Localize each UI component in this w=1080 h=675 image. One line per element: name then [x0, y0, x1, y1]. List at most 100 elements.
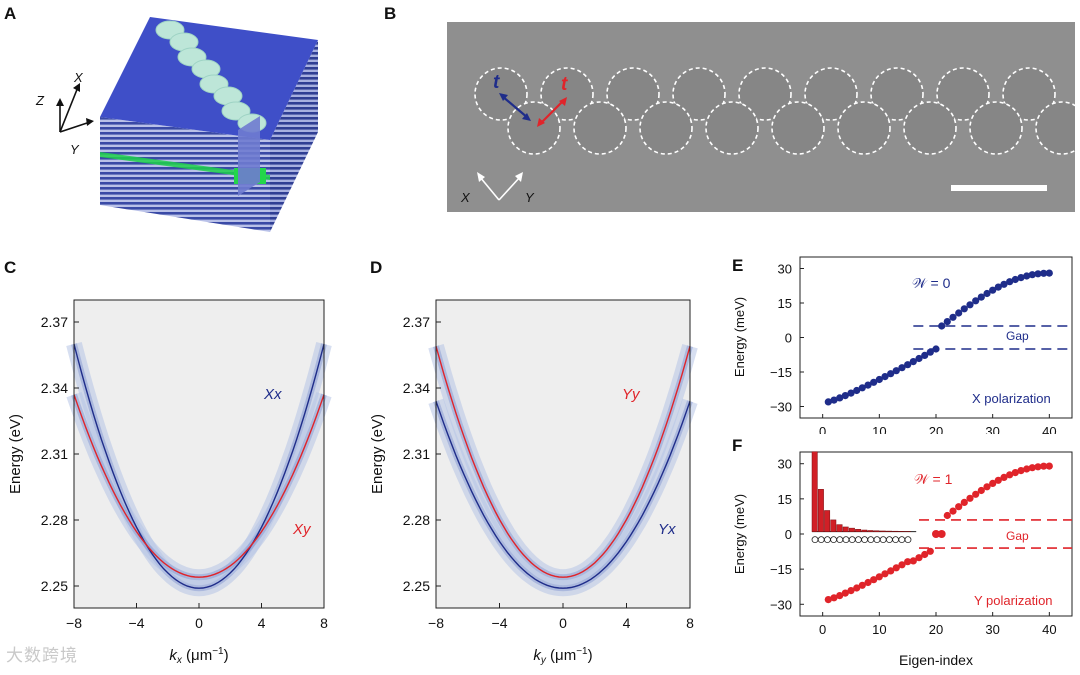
inset-bar [861, 529, 868, 532]
eigen-state-dot [926, 348, 934, 356]
lattice-circles [474, 67, 1075, 155]
fit-curve-yy [435, 346, 691, 578]
x-tick-label: 4 [258, 615, 266, 631]
lattice-site [639, 101, 693, 155]
eigen-state-dot [909, 557, 917, 565]
x-tick-label: 10 [872, 622, 886, 637]
legend-yx: Yx [658, 521, 676, 538]
lattice-site [771, 101, 825, 155]
eigen-state-dot [926, 547, 934, 555]
eigen-state-dot [1017, 467, 1025, 475]
x-tick-label: 20 [929, 424, 943, 434]
axis-x-label: X [73, 70, 84, 85]
y-tick-label: −30 [770, 400, 792, 415]
lattice-site [672, 67, 726, 121]
x-tick-label: 0 [559, 615, 567, 631]
x-tick-label: 20 [929, 622, 943, 637]
active-layer [100, 152, 270, 180]
y-tick-label: 0 [785, 527, 792, 542]
eigen-state-dot [904, 558, 912, 566]
eigen-state-dot [921, 351, 929, 359]
eigen-state-dot [955, 309, 963, 317]
sem-axis-y: Y [525, 190, 535, 205]
y-tick-label: 2.28 [41, 512, 68, 528]
axes-triad [59, 86, 91, 133]
eigen-state-dot [1023, 465, 1031, 473]
fit-curve-yx [435, 400, 691, 589]
x-tick-label: −4 [129, 615, 145, 631]
eigen-state-dot [864, 578, 872, 587]
x-tick-label: −8 [66, 615, 82, 631]
inset-bar [836, 524, 843, 532]
x-tick-label: 8 [686, 615, 694, 631]
eigen-state-dot [824, 596, 832, 604]
lattice-site [969, 101, 1023, 155]
inset-bar [817, 489, 824, 532]
gap-label: Gap [1006, 329, 1029, 343]
hopping-label-red: t [561, 74, 568, 95]
eigen-state-dot [847, 389, 855, 397]
eigen-state-dot [915, 554, 923, 562]
fit-curve-xx [73, 343, 325, 589]
axis-z-label: Z [35, 93, 45, 108]
eigen-state-dot [972, 490, 980, 498]
y-tick-label: 2.28 [403, 512, 430, 528]
x-tick-label: 0 [819, 622, 826, 637]
eigen-state-dot [841, 392, 849, 400]
x-tick-label: 8 [320, 615, 328, 631]
eigen-state-dot [875, 375, 883, 384]
eigen-state-dot [966, 494, 974, 502]
eigen-state-dot [1000, 280, 1008, 288]
lattice-site [936, 67, 990, 121]
polarization-label: X polarization [972, 391, 1051, 406]
x-tick-label: 4 [623, 615, 631, 631]
eigen-state-dot [847, 587, 855, 595]
eigen-state-dot [983, 289, 991, 298]
scale-bar [951, 185, 1047, 191]
y-tick-label: 15 [778, 296, 792, 311]
panel-c-dispersion-x: 2.372.342.312.282.25−8 −4 0 4 8 Energy (eV) … [7, 299, 332, 666]
inset-bar [855, 529, 862, 532]
lattice-site [837, 101, 891, 155]
eigen-state-dot [830, 594, 838, 602]
eigen-state-dot [898, 561, 906, 569]
eigen-state-dot [994, 283, 1002, 291]
winding-label: 𝒲 = 1 [914, 471, 953, 487]
panel-label-d: D [370, 258, 383, 277]
eigen-state-dot [858, 581, 866, 589]
inset-bar [879, 530, 886, 532]
eigen-state-dot [887, 370, 895, 378]
eigen-state-dot [983, 483, 991, 491]
eigen-state-dot [841, 589, 849, 597]
lattice-site [738, 67, 792, 121]
gap-label: Gap [1006, 529, 1029, 543]
eigen-state-dot [836, 394, 844, 402]
plot-area [74, 300, 324, 608]
y-axis-label: Energy (meV) [732, 297, 747, 377]
eigen-state-dot [977, 486, 985, 495]
eigen-state-dot [1011, 469, 1019, 477]
panel-label-a: A [4, 4, 17, 23]
inset-site [904, 536, 912, 544]
inset-bar [811, 451, 818, 532]
lattice-site [1035, 101, 1075, 155]
eigen-state-dot [960, 498, 968, 506]
eigen-state-dot [881, 570, 889, 578]
lattice-site [804, 67, 858, 121]
y-tick-label: 2.34 [403, 380, 430, 396]
eigen-state-dot [1000, 473, 1008, 481]
eigen-state-dot [1040, 462, 1048, 470]
eigen-state-dot [887, 567, 895, 575]
inset-bar [824, 510, 831, 532]
eigen-state-dot [904, 361, 912, 369]
eigen-state-dot [966, 301, 974, 309]
polarization-label: Y polarization [974, 593, 1053, 608]
eigen-state-dot [921, 550, 929, 559]
panel-label-f: F [732, 436, 743, 455]
y-axis-label: Energy (eV) [7, 414, 24, 494]
x-tick-label: 40 [1042, 622, 1056, 637]
x-tick-label: 40 [1042, 424, 1056, 434]
panel-a-device-illustration: Z X Y [35, 17, 318, 232]
eigen-state-dot [989, 286, 997, 294]
